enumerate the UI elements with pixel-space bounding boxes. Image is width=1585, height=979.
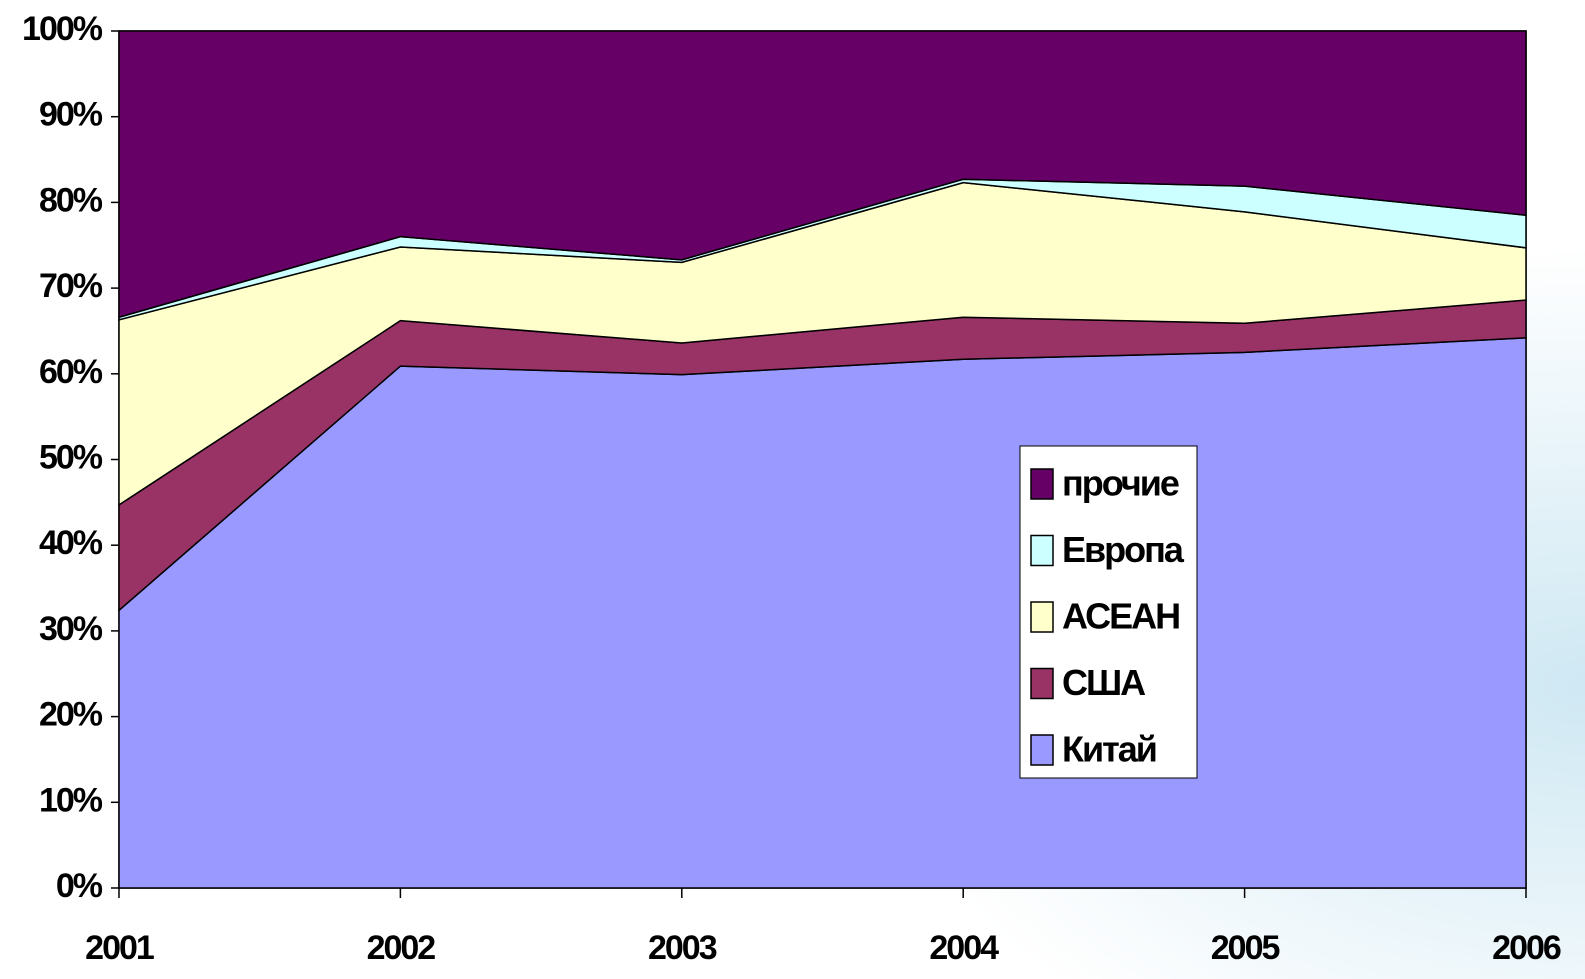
y-tick-label: 70% [39, 267, 103, 305]
legend-swatch [1031, 536, 1053, 566]
x-tick-label: 2002 [367, 929, 436, 967]
y-tick-label: 20% [39, 696, 103, 734]
x-tick-label: 2005 [1211, 929, 1280, 967]
y-tick-label: 30% [39, 610, 103, 648]
x-tick-label: 2003 [648, 929, 717, 967]
chart: 0% 10% 20% 30% 40% 50% 60% 70% 80% 90% 100% 2001 200… [0, 0, 1585, 979]
legend-label: США [1062, 662, 1146, 703]
y-tick-label: 80% [39, 181, 103, 219]
legend-label: прочие [1062, 463, 1179, 504]
page: {"chart_data": {"type": "stacked-area", … [0, 0, 1585, 979]
legend-swatch [1031, 602, 1053, 632]
x-tick-label: 2001 [85, 929, 154, 967]
legend-label: Китай [1062, 729, 1156, 770]
legend-swatch [1031, 669, 1053, 699]
x-tick-label: 2006 [1492, 929, 1561, 967]
y-tick-label: 10% [39, 781, 103, 819]
legend-label: АСЕАН [1062, 596, 1179, 637]
legend-swatch [1031, 735, 1053, 765]
y-tick-label: 100% [22, 10, 103, 48]
y-tick-label: 90% [39, 96, 103, 134]
x-tick-label: 2004 [929, 929, 999, 967]
y-tick-label: 0% [56, 867, 103, 905]
legend-label: Европа [1062, 529, 1185, 570]
y-tick-label: 50% [39, 438, 103, 476]
y-tick-label: 60% [39, 353, 103, 391]
legend-swatch [1031, 469, 1053, 499]
y-tick-label: 40% [39, 524, 103, 562]
